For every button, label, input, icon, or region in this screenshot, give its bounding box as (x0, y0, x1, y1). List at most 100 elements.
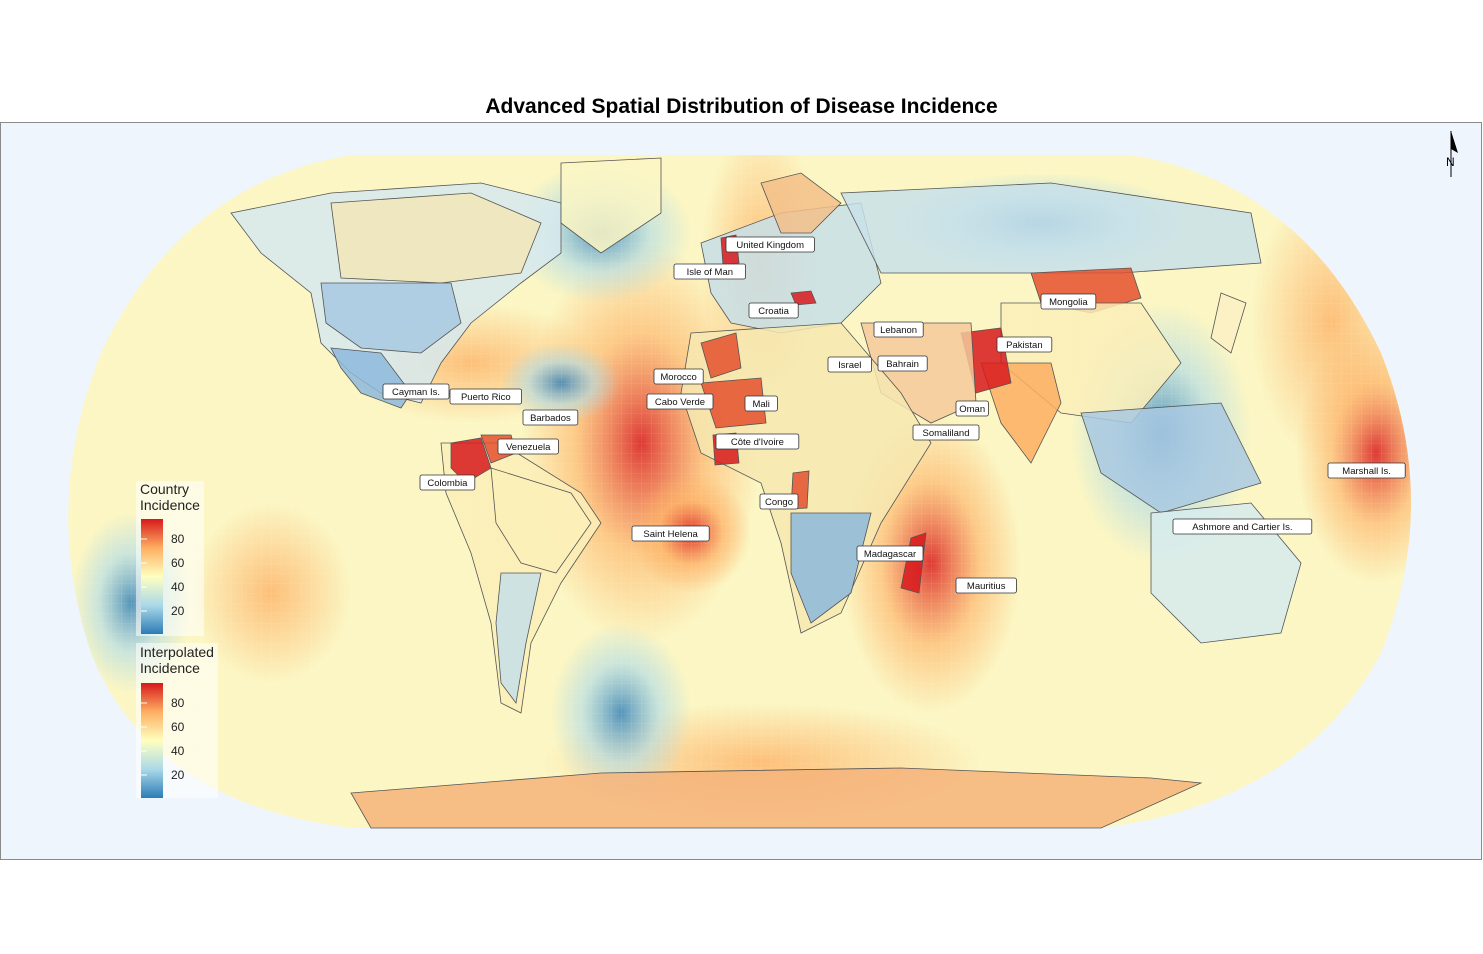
legend-tick-label: 20 (171, 768, 185, 782)
country-label-text: Saint Helena (643, 529, 698, 540)
country-label-text: Congo (765, 497, 793, 508)
country-label: Pakistan (996, 336, 1053, 353)
country-label-box (1327, 462, 1406, 479)
japan (1210, 292, 1247, 354)
legend-bars: 80 60 40 20 80 60 40 20 (141, 519, 185, 798)
country-label-box (744, 395, 778, 412)
country-label: Oman (955, 400, 989, 417)
country-label-box (715, 433, 800, 450)
country-label: Colombia (419, 474, 476, 491)
country-label-box (955, 400, 989, 417)
country-label: Somaliland (912, 424, 980, 441)
antarctica (350, 767, 1203, 829)
country-label: Mali (744, 395, 778, 412)
southern-africa (790, 512, 872, 624)
russia (840, 182, 1262, 274)
croatia (790, 290, 817, 306)
country-label-text: Cayman Is. (392, 387, 440, 398)
map-panel[interactable]: United Kingdom Isle of Man Mongolia Croatia… (0, 122, 1482, 860)
country-label-box (1040, 293, 1097, 310)
legend-tick-label: 80 (171, 532, 185, 546)
usa (320, 282, 462, 354)
page-title: Advanced Spatial Distribution of Disease… (485, 95, 998, 118)
country-label: Ashmore and Cartier Is. (1172, 518, 1313, 535)
country-label-text: Venezuela (506, 442, 551, 453)
country-label: Saint Helena (631, 525, 710, 542)
legend-tick-label: 40 (171, 744, 185, 758)
country-label-text: Lebanon (880, 325, 917, 336)
country-label-text: Cabo Verde (655, 397, 705, 408)
country-label-text: Mali (752, 399, 769, 410)
north-arrow-icon: N (1441, 129, 1461, 179)
country-label-box (759, 493, 799, 510)
country-label-box (646, 393, 714, 410)
country-label: Lebanon (873, 321, 924, 338)
country-label-text: United Kingdom (736, 240, 804, 251)
country-label-text: Mauritius (967, 581, 1006, 592)
country-label-box (725, 236, 815, 253)
legend-interpolated-colorbar (141, 683, 163, 798)
brazil (490, 467, 592, 574)
legend-tick-label: 60 (171, 720, 185, 734)
country-label-box (522, 409, 579, 426)
country-label: Cayman Is. (382, 383, 450, 400)
australia (1150, 502, 1302, 644)
legend-tick-label: 40 (171, 580, 185, 594)
country-label: Morocco (653, 368, 704, 385)
country-label-text: Oman (959, 404, 985, 415)
legend-country: Country Incidence (140, 481, 200, 513)
greenland (560, 157, 662, 254)
legend-tick-label: 80 (171, 696, 185, 710)
country-label-box (449, 388, 522, 405)
country-label-box (827, 356, 872, 373)
country-label-text: Marshall Is. (1342, 466, 1391, 477)
country-label-box (1172, 518, 1313, 535)
country-label: Marshall Is. (1327, 462, 1406, 479)
country-label: United Kingdom (725, 236, 815, 253)
country-label-text: Côte d'Ivoire (731, 437, 784, 448)
country-label-text: Mongolia (1049, 297, 1088, 308)
country-label-box (673, 263, 746, 280)
country-label-text: Puerto Rico (461, 392, 511, 403)
country-label-box (419, 474, 476, 491)
country-label-text: Pakistan (1006, 340, 1042, 351)
morocco (700, 332, 742, 379)
legend-country-colorbar (141, 519, 163, 634)
country-label-text: Madagascar (864, 549, 916, 560)
canada (330, 192, 542, 284)
country-label: Isle of Man (673, 263, 746, 280)
country-label: Madagascar (856, 545, 924, 562)
legend-interpolated: Interpolated Incidence (140, 644, 214, 676)
country-label-box (877, 355, 928, 372)
legend-tick-label: 60 (171, 556, 185, 570)
country-label-box (497, 438, 559, 455)
country-label: Mauritius (955, 577, 1017, 594)
country-label-box (856, 545, 924, 562)
country-label: Mongolia (1040, 293, 1097, 310)
country-label-box (631, 525, 710, 542)
country-label-text: Isle of Man (687, 267, 733, 278)
country-label-box (873, 321, 924, 338)
country-label: Barbados (522, 409, 579, 426)
country-label-text: Colombia (427, 478, 468, 489)
country-label-box (912, 424, 980, 441)
scandinavia (760, 172, 842, 234)
country-label: Cabo Verde (646, 393, 714, 410)
country-label-box (996, 336, 1053, 353)
country-label: Israel (827, 356, 872, 373)
world-map[interactable]: United Kingdom Isle of Man Mongolia Croatia… (1, 123, 1482, 860)
legend-tick-label: 20 (171, 604, 185, 618)
country-label: Bahrain (877, 355, 928, 372)
country-label-box (748, 302, 799, 319)
mali (700, 377, 767, 429)
country-label: Congo (759, 493, 799, 510)
country-label: Côte d'Ivoire (715, 433, 800, 450)
country-labels: United Kingdom Isle of Man Mongolia Croatia… (382, 236, 1406, 594)
country-label-text: Israel (838, 360, 861, 371)
north-arrow-label: N (1446, 155, 1455, 169)
country-label: Croatia (748, 302, 799, 319)
country-label-text: Morocco (660, 372, 696, 383)
country-label-box (653, 368, 704, 385)
country-label-text: Ashmore and Cartier Is. (1192, 522, 1292, 533)
country-polygons[interactable] (230, 157, 1302, 829)
